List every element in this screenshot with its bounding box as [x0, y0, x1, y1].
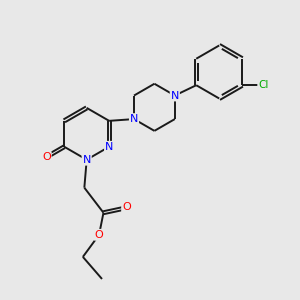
Text: N: N	[130, 114, 138, 124]
Text: N: N	[105, 142, 113, 152]
Text: N: N	[82, 155, 91, 165]
Text: O: O	[95, 230, 103, 240]
Text: O: O	[122, 202, 131, 212]
Text: N: N	[171, 91, 179, 100]
Text: O: O	[42, 152, 51, 162]
Text: Cl: Cl	[258, 80, 268, 90]
